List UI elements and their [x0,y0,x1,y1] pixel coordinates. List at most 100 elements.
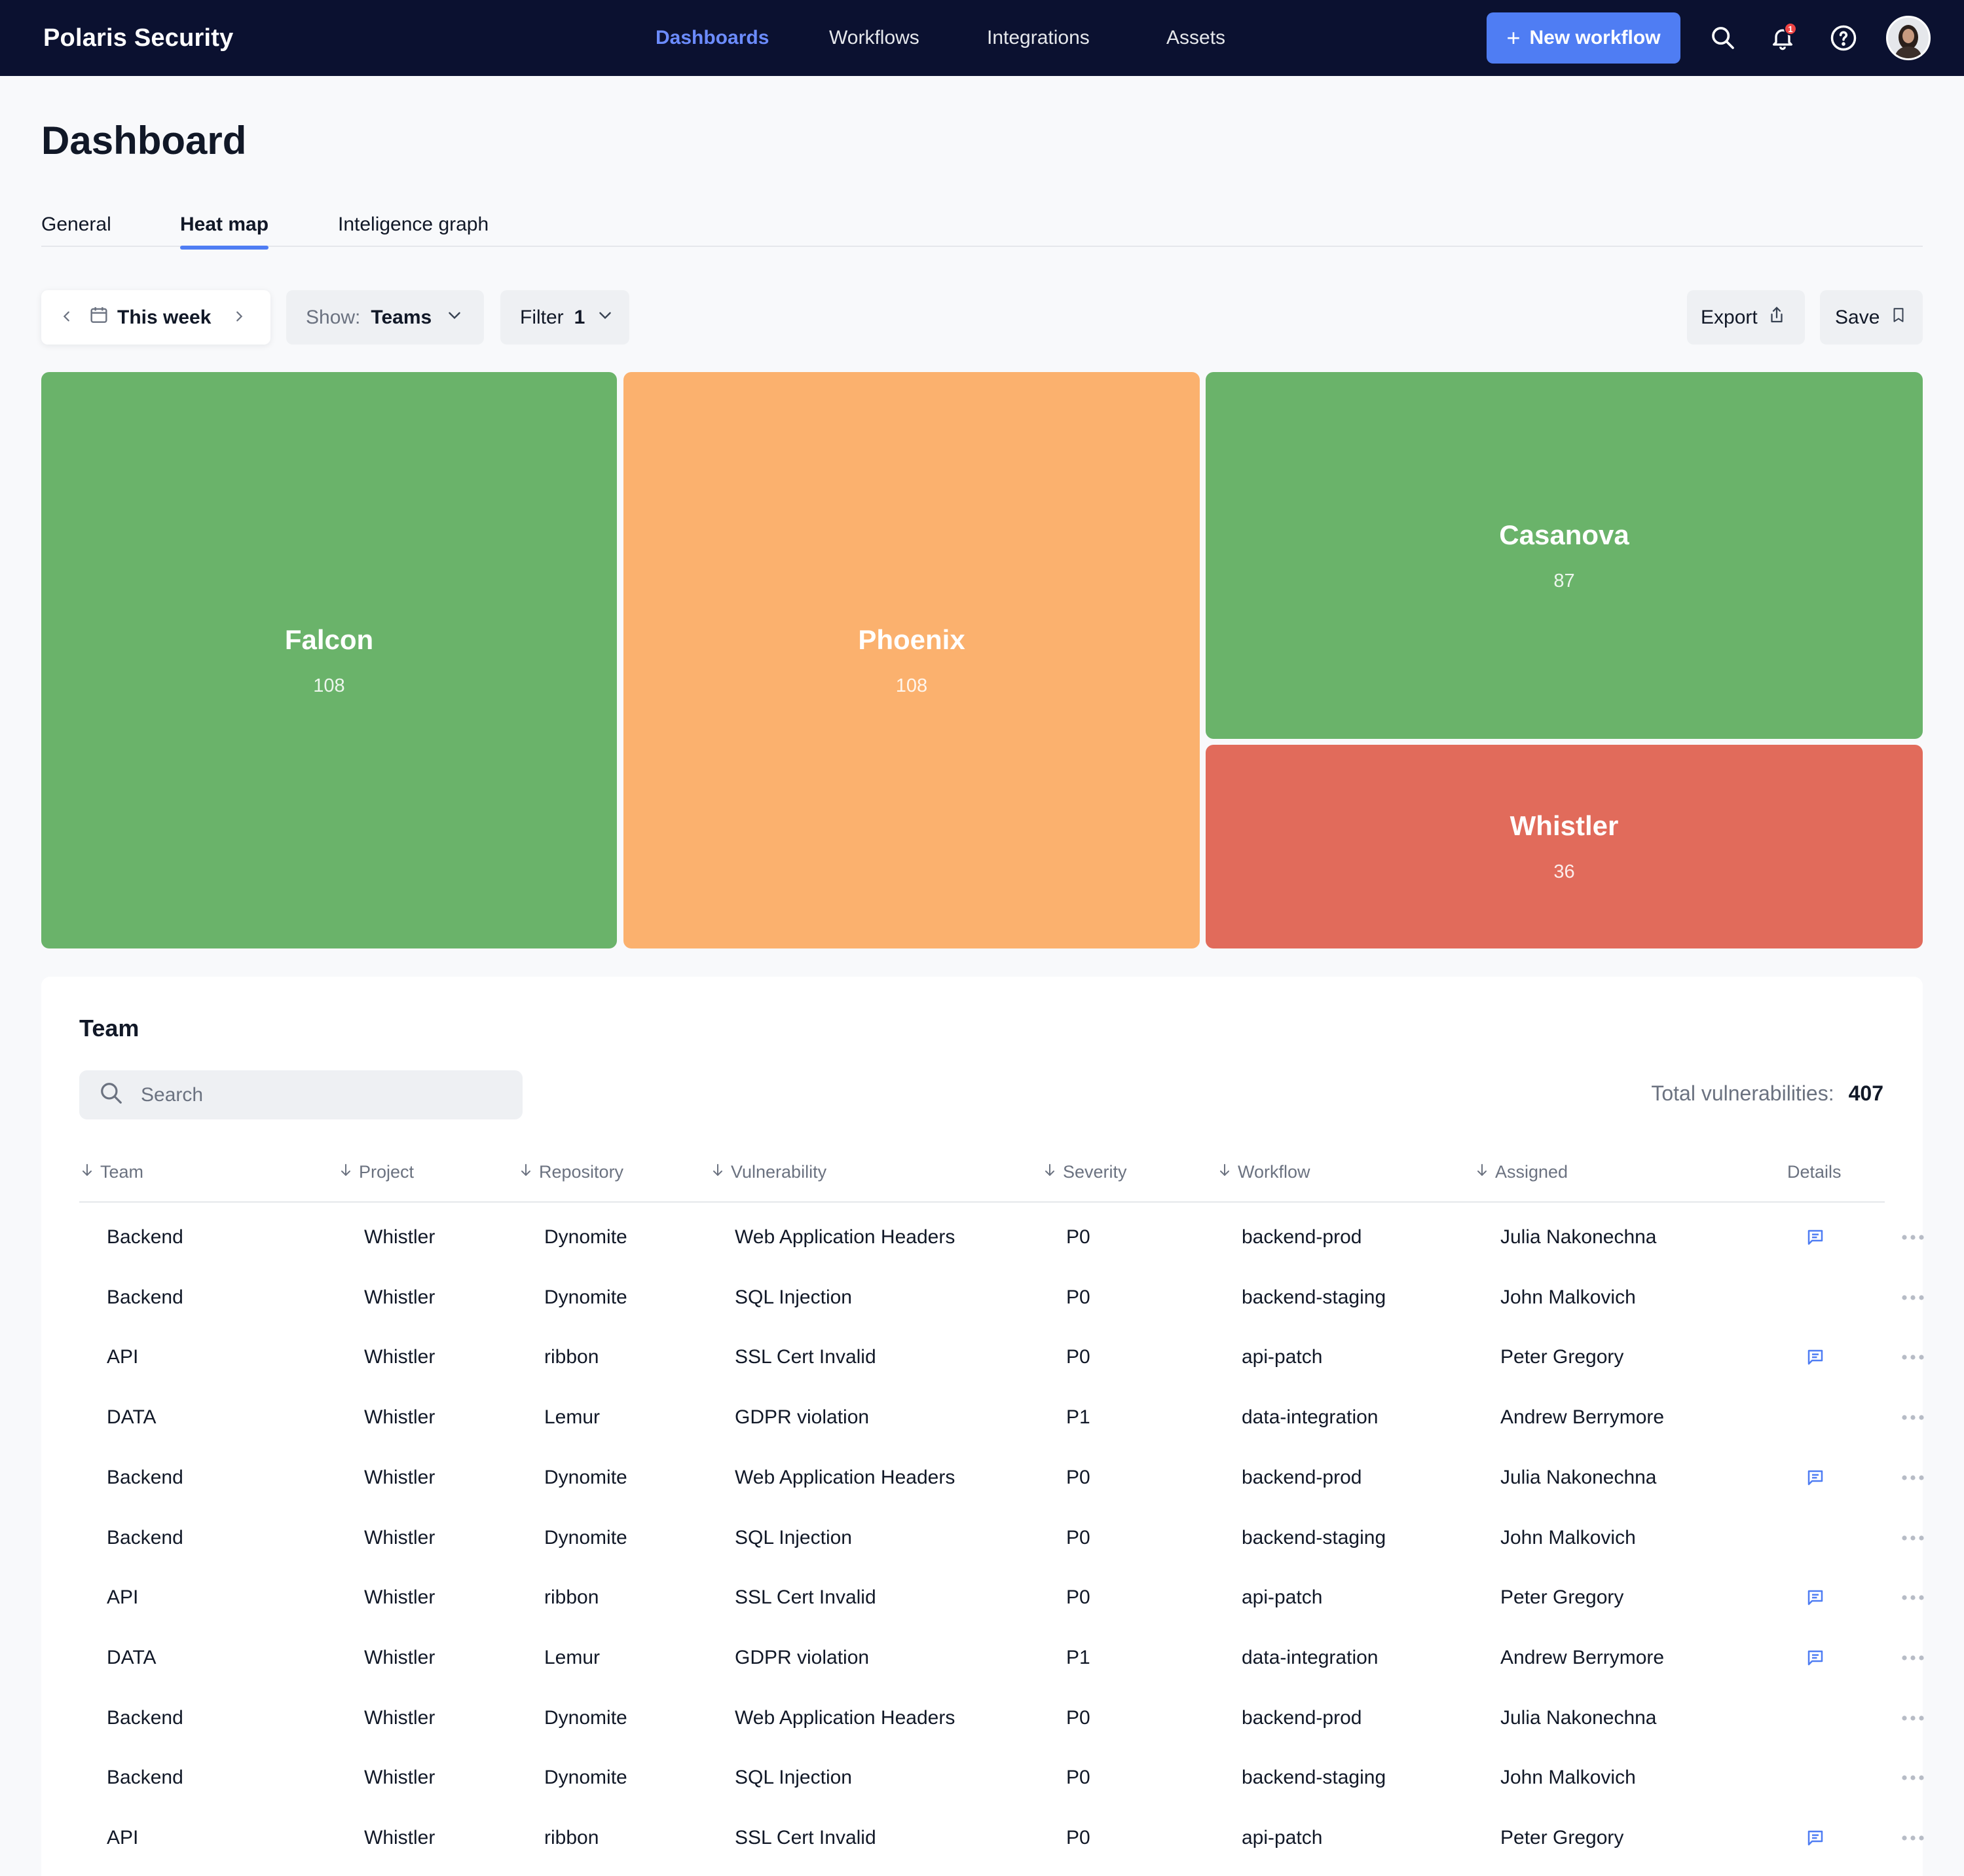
table-row[interactable]: DATA Whistler Lemur GDPR violation P1 data-in… [79,1387,1924,1448]
column-header-workflow[interactable]: Workflow [1217,1152,1310,1191]
help-icon[interactable] [1825,20,1862,56]
more-options-icon[interactable] [1901,1808,1925,1868]
cell-severity: P0 [1066,1767,1090,1789]
chevron-right-icon[interactable] [232,307,246,329]
cell-repository: Dynomite [544,1526,627,1548]
tab-intelligence-graph[interactable]: Inteligence graph [338,214,489,235]
column-header-label: Vulnerability [731,1161,827,1182]
details-comment-icon[interactable] [1806,1327,1825,1387]
show-dropdown[interactable]: Show: Teams [286,290,484,345]
cell-workflow: api-patch [1242,1827,1323,1848]
cell-severity: P1 [1066,1646,1090,1668]
more-options-icon[interactable] [1901,1748,1925,1808]
cell-assigned: John Malkovich [1500,1286,1636,1308]
search-input[interactable]: Search [79,1070,523,1119]
more-options-icon[interactable] [1901,1387,1925,1448]
week-label[interactable]: This week [117,306,212,328]
cell-vulnerability: Web Application Headers [735,1466,955,1488]
cell-project: Whistler [364,1767,435,1789]
cell-severity: P0 [1066,1226,1090,1248]
cell-severity: P0 [1066,1586,1090,1609]
chevron-left-icon[interactable] [60,307,74,329]
heatmap-tile-falcon[interactable]: Falcon 108 [41,372,617,948]
filter-dropdown[interactable]: Filter 1 [500,290,629,345]
new-workflow-button[interactable]: + New workflow [1487,12,1680,64]
column-header-assigned[interactable]: Assigned [1474,1152,1568,1191]
column-header-project[interactable]: Project [338,1152,414,1191]
details-comment-icon[interactable] [1806,1567,1825,1628]
week-selector: This week [41,290,270,345]
table-row[interactable]: Backend Whistler Dynomite SQL Injection P0 ba… [79,1748,1924,1808]
cell-assigned: John Malkovich [1500,1526,1636,1548]
cell-team: API [107,1827,139,1848]
column-header-details[interactable]: Details [1787,1152,1842,1191]
notifications-bell-icon[interactable]: 1 [1764,20,1801,56]
save-label: Save [1835,306,1880,328]
user-avatar[interactable] [1886,16,1931,60]
column-header-team[interactable]: Team [79,1152,143,1191]
cell-project: Whistler [364,1586,435,1609]
nav-item-workflows[interactable]: Workflows [829,27,919,48]
tile-name: Falcon [284,624,374,655]
table-row[interactable]: Backend Whistler Dynomite Web Application H… [79,1688,1924,1748]
table-row[interactable]: API Whistler ribbon SSL Cert Invalid P0 api-p… [79,1327,1924,1387]
cell-assigned: John Malkovich [1500,1767,1636,1789]
cell-vulnerability: SSL Cert Invalid [735,1827,876,1848]
table-row[interactable]: API Whistler ribbon SSL Cert Invalid P0 api-p… [79,1808,1924,1868]
cell-repository: ribbon [544,1827,599,1848]
export-button[interactable]: Export [1687,290,1805,345]
cell-project: Whistler [364,1406,435,1429]
more-options-icon[interactable] [1901,1567,1925,1628]
nav-item-assets[interactable]: Assets [1166,27,1226,48]
more-options-icon[interactable] [1901,1448,1925,1508]
search-icon[interactable] [1705,20,1741,56]
table-row[interactable]: Backend Whistler Dynomite SQL Injection P0 ba… [79,1508,1924,1568]
table-row[interactable]: Backend Whistler Dynomite Web Application H… [79,1207,1924,1267]
top-navigation-bar: Polaris Security Dashboards Workflows In… [0,0,1964,76]
details-comment-icon[interactable] [1806,1808,1825,1868]
sort-arrow-down-icon [1042,1161,1058,1182]
table-row[interactable]: API Whistler ribbon SSL Cert Invalid P0 api-p… [79,1567,1924,1628]
save-button[interactable]: Save [1820,290,1923,345]
table-row[interactable]: Backend Whistler Dynomite SQL Injection P0 ba… [79,1267,1924,1328]
details-comment-icon[interactable] [1806,1448,1825,1508]
cell-vulnerability: SQL Injection [735,1767,852,1789]
cell-team: Backend [107,1466,183,1488]
cell-severity: P0 [1066,1526,1090,1548]
column-header-vulnerability[interactable]: Vulnerability [710,1152,826,1191]
cell-team: DATA [107,1646,157,1668]
cell-severity: P0 [1066,1827,1090,1848]
cell-team: Backend [107,1706,183,1729]
column-header-label: Project [359,1161,415,1182]
tile-value: 108 [313,675,345,696]
tab-general[interactable]: General [41,214,111,235]
more-options-icon[interactable] [1901,1327,1925,1387]
more-options-icon[interactable] [1901,1688,1925,1748]
column-header-label: Team [100,1161,144,1182]
heatmap-tile-whistler[interactable]: Whistler 36 [1206,745,1923,948]
more-options-icon[interactable] [1901,1207,1925,1267]
column-header-repository[interactable]: Repository [518,1152,623,1191]
table-header: Team Project Repository Vulnerability Severi… [79,1152,1885,1203]
table-row[interactable]: Backend Whistler Dynomite Web Application H… [79,1448,1924,1508]
cell-vulnerability: GDPR violation [735,1646,870,1668]
details-comment-icon[interactable] [1806,1207,1825,1267]
cell-workflow: backend-prod [1242,1706,1362,1729]
more-options-icon[interactable] [1901,1267,1925,1328]
more-options-icon[interactable] [1901,1508,1925,1568]
nav-item-integrations[interactable]: Integrations [987,27,1090,48]
sort-arrow-down-icon [338,1161,354,1182]
cell-repository: Lemur [544,1406,601,1429]
details-comment-icon[interactable] [1806,1628,1825,1688]
calendar-icon [88,305,109,331]
more-options-icon[interactable] [1901,1628,1925,1688]
tab-heat-map[interactable]: Heat map [180,214,269,250]
nav-item-dashboards[interactable]: Dashboards [656,27,769,48]
table-row[interactable]: DATA Whistler Lemur GDPR violation P1 data-in… [79,1628,1924,1688]
tile-value: 87 [1553,570,1575,591]
heatmap-tile-casanova[interactable]: Casanova 87 [1206,372,1923,739]
cell-project: Whistler [364,1226,435,1248]
heatmap-tile-phoenix[interactable]: Phoenix 108 [623,372,1200,948]
app-logo-title[interactable]: Polaris Security [43,24,234,52]
column-header-severity[interactable]: Severity [1042,1152,1127,1191]
